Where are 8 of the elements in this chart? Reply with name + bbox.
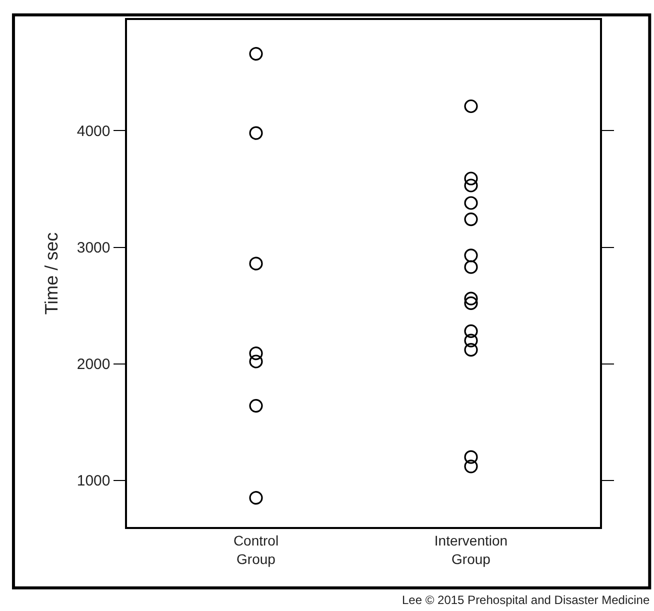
- text: Lee © 2015 Prehospital and Disaster Medicine: [402, 593, 650, 607]
- x-tick-label: Control Group: [233, 532, 279, 567]
- y-tick-label: 2000: [76, 356, 110, 374]
- y-tick-label: 3000: [76, 240, 110, 257]
- x-tick-label: Intervention Group: [434, 532, 508, 567]
- y-axis-title: Time / sec: [42, 232, 62, 315]
- y-tick-label: 4000: [76, 122, 110, 140]
- y-tick-label: 1000: [76, 472, 110, 490]
